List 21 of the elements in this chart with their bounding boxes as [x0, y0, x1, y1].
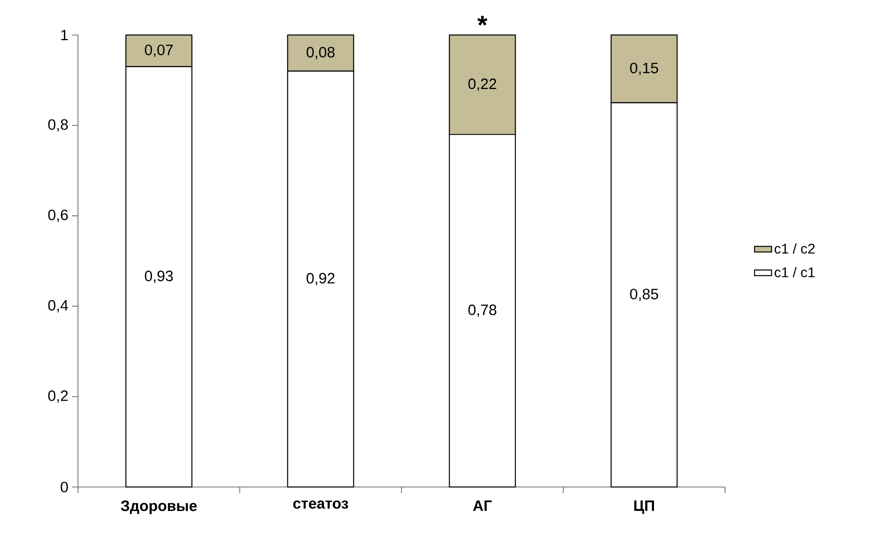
y-tick-label: 0,8	[48, 119, 68, 132]
data-label: 0,78	[468, 304, 496, 317]
data-label: 0,93	[144, 270, 173, 284]
data-label: 0,15	[630, 62, 658, 76]
annotation: *	[477, 16, 488, 26]
y-tick-label: 0,4	[48, 300, 68, 312]
y-tick-label: 0,2	[48, 390, 68, 403]
data-label: 0,08	[306, 46, 335, 60]
legend-label: c1 / c1	[774, 266, 815, 278]
x-tick-label: Здоровые	[120, 500, 197, 514]
y-tick-label: 1	[61, 30, 68, 40]
x-tick-label: ЦП	[634, 500, 654, 514]
x-tick-label: АГ	[473, 500, 492, 511]
x-tick-label: стеатоз	[293, 500, 348, 509]
data-label: 0,07	[144, 44, 173, 58]
y-tick-label: 0	[60, 482, 68, 492]
data-label: 0,85	[630, 288, 658, 302]
y-tick-label: 0,6	[48, 210, 68, 222]
data-label: 0,22	[468, 78, 496, 91]
data-label: 0,92	[306, 272, 334, 286]
legend-label: c1 / c2	[774, 243, 815, 254]
